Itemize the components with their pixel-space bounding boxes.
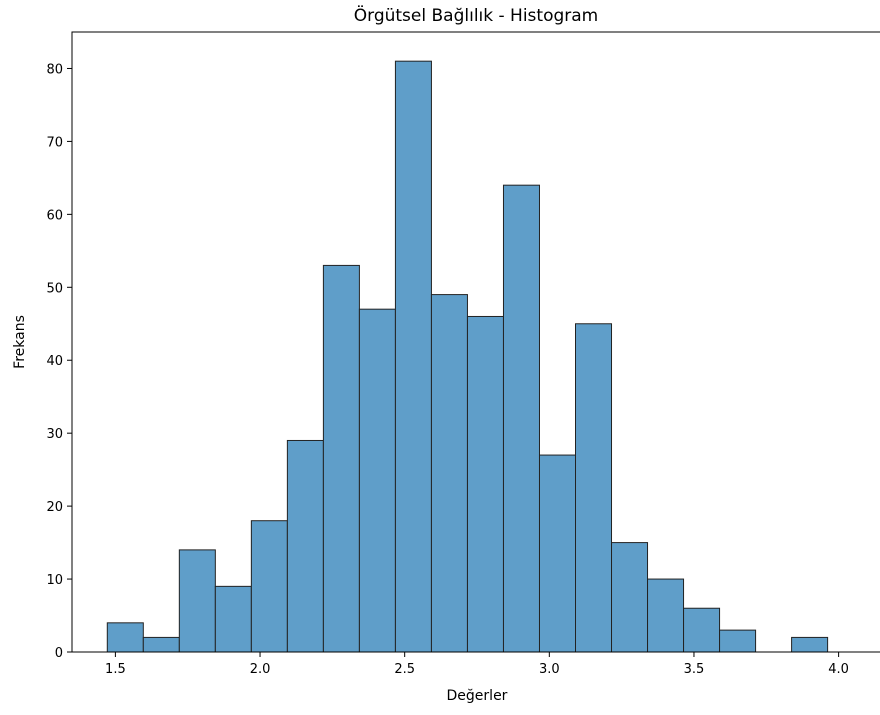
- histogram-bar: [538, 454, 577, 653]
- histogram-bar: [214, 585, 252, 653]
- histogram-bar: [502, 184, 540, 653]
- y-tick-label: 50: [46, 281, 63, 296]
- y-tick-label: 70: [46, 135, 63, 150]
- histogram-bar: [466, 315, 504, 653]
- x-tick-label: 2.0: [250, 662, 271, 677]
- histogram-bar: [647, 578, 685, 653]
- y-tick-label: 40: [46, 354, 63, 369]
- histogram-bar: [611, 542, 649, 653]
- bars-layer: [106, 60, 829, 653]
- histogram-bar: [142, 636, 180, 653]
- chart-title: Örgütsel Bağlılık - Histogram: [354, 4, 598, 26]
- x-tick-label: 2.5: [394, 662, 415, 677]
- histogram-bar: [106, 622, 144, 653]
- histogram-bar: [430, 294, 468, 653]
- y-tick-label: 80: [46, 62, 63, 77]
- histogram-bar: [250, 520, 288, 653]
- x-tick-label: 1.5: [105, 662, 126, 677]
- y-tick-label: 60: [46, 208, 63, 223]
- histogram-bar: [178, 549, 216, 653]
- y-tick-label: 10: [46, 573, 63, 588]
- x-tick-label: 3.5: [684, 662, 705, 677]
- histogram-bar: [322, 264, 360, 653]
- x-axis-label: Değerler: [447, 688, 508, 704]
- histogram-bar: [286, 439, 324, 653]
- x-tick-label: 3.0: [539, 662, 560, 677]
- plot-frame: [71, 31, 880, 653]
- histogram-bar: [791, 636, 829, 653]
- histogram-bar: [358, 308, 396, 653]
- histogram-bar: [719, 629, 757, 653]
- y-tick-label: 30: [46, 427, 63, 442]
- y-tick-label: 0: [55, 646, 63, 661]
- histogram-bar: [394, 60, 432, 653]
- y-axis-label: Frekans: [12, 315, 28, 369]
- y-tick-label: 20: [46, 500, 63, 515]
- histogram-bar: [683, 607, 721, 653]
- ticks-layer: 1.5 2.0 2.5 3.0 3.5 4.0 0 10 20 30 40 50 60 70 80: [46, 62, 848, 677]
- histogram-bar: [575, 323, 613, 653]
- x-tick-label: 4.0: [828, 662, 849, 677]
